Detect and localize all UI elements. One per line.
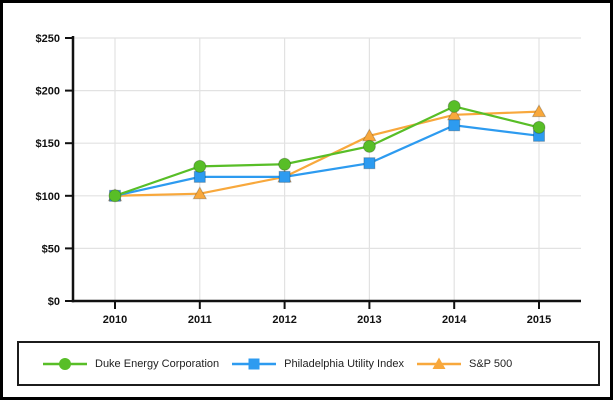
legend-item-duke-energy: Duke Energy Corporation (43, 357, 219, 371)
legend-label-philadelphia-utility-index: Philadelphia Utility Index (284, 357, 404, 370)
chart-plot-area: $0 $50 $100 $150 $200 $250 2010 2011 2012 2013 201… (36, 33, 581, 326)
legend-label-sp500: S&P 500 (468, 357, 513, 370)
svg-text:2015: 2015 (527, 314, 551, 326)
svg-text:2012: 2012 (272, 314, 296, 326)
chart-legend: Duke Energy Corporation Philadelphia Uti… (17, 341, 600, 386)
svg-text:$150: $150 (36, 138, 60, 150)
legend-item-sp500: S&P 500 (416, 357, 513, 371)
svg-text:$200: $200 (36, 86, 60, 98)
triangle-marker-icon (416, 357, 461, 369)
svg-text:$250: $250 (36, 33, 60, 45)
circle-marker-icon (43, 357, 87, 370)
svg-text:2010: 2010 (103, 314, 127, 326)
svg-text:2014: 2014 (442, 314, 467, 326)
legend-label-duke-energy: Duke Energy Corporation (95, 357, 220, 370)
svg-text:$50: $50 (42, 243, 60, 255)
svg-text:$0: $0 (48, 296, 60, 308)
series-philadelphia-utility-index (109, 119, 545, 202)
gridlines (74, 37, 581, 301)
legend-item-philadelphia-utility-index: Philadelphia Utility Index (232, 357, 404, 371)
svg-text:$100: $100 (36, 191, 60, 203)
series-duke-energy-corporation (108, 99, 546, 203)
axes: $0 $50 $100 $150 $200 $250 2010 2011 2012 2013 201… (36, 33, 581, 326)
square-marker-icon (232, 358, 277, 369)
svg-text:2011: 2011 (188, 314, 212, 326)
svg-text:2013: 2013 (357, 314, 381, 326)
series-s-p-500 (107, 104, 547, 202)
